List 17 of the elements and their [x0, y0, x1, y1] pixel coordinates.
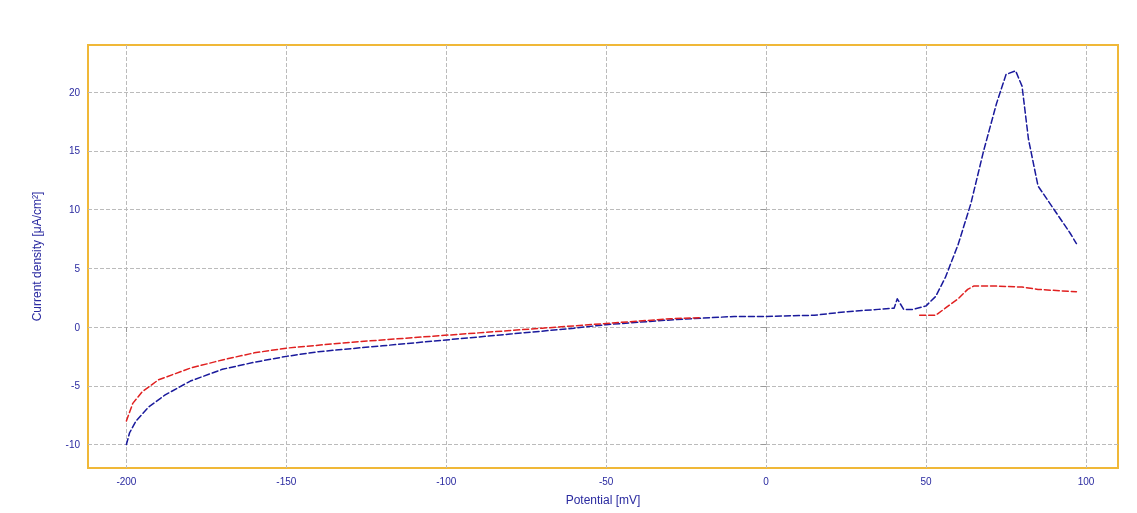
x-tick-label: -50: [598, 475, 614, 487]
x-tick-label: 100: [1077, 475, 1095, 487]
x-tick-label: 0: [763, 475, 770, 487]
y-tick-label: 10: [68, 204, 81, 215]
x-tick-label: 50: [920, 475, 933, 487]
line-series: [125, 70, 1078, 446]
y-tick-label: 0: [74, 321, 81, 333]
y-tick-label: -10: [65, 439, 81, 450]
y-axis-title: Current density [μA/cm²]: [30, 191, 44, 322]
x-tick-label: -200: [116, 475, 137, 487]
y-tick-label: -5: [71, 380, 81, 392]
x-tick-label: -150: [276, 475, 297, 487]
x-axis-title: Potential [mV]: [565, 493, 641, 507]
y-tick-label: 5: [74, 262, 81, 274]
x-tick-label: -100: [436, 475, 457, 487]
y-tick-label: 15: [68, 145, 81, 157]
y-tick-label: 20: [68, 86, 81, 98]
